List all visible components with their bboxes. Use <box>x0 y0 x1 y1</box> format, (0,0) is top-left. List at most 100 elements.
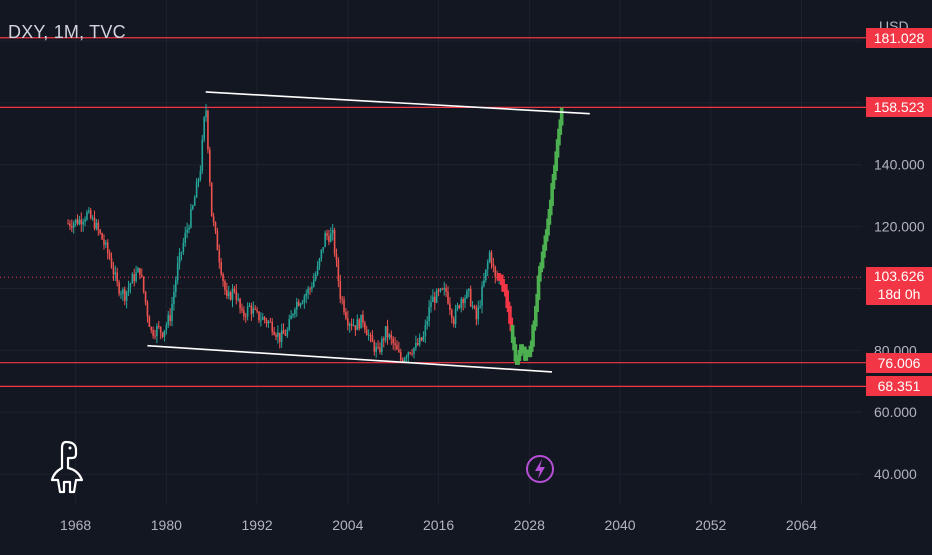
candle-body <box>222 274 224 282</box>
candle-body <box>114 272 117 275</box>
candle-body <box>167 315 170 325</box>
price-candles <box>67 103 564 365</box>
candle-body <box>286 330 289 336</box>
candle-body <box>182 242 185 253</box>
candle-body <box>486 261 489 270</box>
candle-body <box>373 342 376 352</box>
candle-body <box>241 308 243 311</box>
candle-body <box>229 292 232 300</box>
candle-body <box>456 305 459 309</box>
candle-body <box>154 335 156 337</box>
projection-candle <box>538 266 542 282</box>
candle-body <box>341 298 343 300</box>
y-tick-label: 60.000 <box>874 404 917 420</box>
candle-body <box>209 149 211 183</box>
candle-body <box>231 288 234 300</box>
candle-body <box>460 298 463 308</box>
candle-body <box>348 324 351 326</box>
projection-candle <box>550 183 554 206</box>
candle-body <box>466 290 468 298</box>
candle-body <box>127 287 130 292</box>
candle-body <box>337 260 340 281</box>
candle-body <box>367 334 370 336</box>
candle-body <box>371 335 374 343</box>
candle-body <box>267 321 270 324</box>
candle-body <box>413 347 415 354</box>
candle-body <box>175 280 177 293</box>
candle-body <box>496 276 498 278</box>
x-tick-label: 2004 <box>332 517 363 533</box>
time-axis[interactable]: 1968 1980 1992 2004 2016 2028 2040 2052 2064 <box>60 517 817 533</box>
x-tick-label: 2028 <box>514 517 545 533</box>
candle-body <box>360 314 362 329</box>
candle-body <box>116 272 119 283</box>
projection-candle <box>509 317 514 332</box>
candle-body <box>224 281 226 291</box>
candle-body <box>477 306 480 320</box>
candle-body <box>490 252 493 264</box>
level-badge-76: 76.006 <box>866 352 932 373</box>
candle-body <box>176 263 179 281</box>
candle-body <box>488 252 491 262</box>
candle-body <box>445 288 447 292</box>
candle-body <box>311 286 313 289</box>
candle-body <box>379 347 381 353</box>
candle-body <box>110 258 113 268</box>
candle-body <box>135 272 137 282</box>
candle-body <box>99 229 101 234</box>
projection-candle <box>558 119 563 135</box>
candle-body <box>320 249 323 259</box>
horizontal-levels <box>0 37 932 387</box>
candle-body <box>288 319 291 331</box>
projection-candle <box>504 284 508 297</box>
projection-candle <box>508 305 512 324</box>
candle-body <box>103 239 105 245</box>
candle-body <box>169 315 171 321</box>
candle-body <box>101 233 103 240</box>
x-tick-label: 2016 <box>423 517 454 533</box>
candle-body <box>156 325 158 336</box>
candle-body <box>273 331 275 335</box>
candle-body <box>396 344 398 350</box>
candle-body <box>173 292 175 304</box>
candle-body <box>280 330 283 343</box>
candle-body <box>235 291 238 300</box>
candle-body <box>129 283 132 288</box>
trendline <box>147 344 553 373</box>
current-price-badge: 103.626 18d 0h <box>866 267 932 306</box>
candle-body <box>123 289 126 301</box>
candle-body <box>218 250 221 263</box>
y-tick-label: 40.000 <box>874 466 917 482</box>
candle-body <box>197 179 200 183</box>
lightning-bolt-icon[interactable] <box>525 451 555 492</box>
candle-body <box>72 223 75 228</box>
candle-body <box>186 229 188 233</box>
candle-body <box>148 316 151 327</box>
candle-body <box>479 305 481 307</box>
candle-body <box>333 230 336 254</box>
candle-body <box>243 310 245 316</box>
candle-body <box>152 330 154 336</box>
candle-body <box>159 326 162 333</box>
candle-body <box>392 338 394 344</box>
candle-body <box>290 315 292 320</box>
candle-body <box>411 353 413 355</box>
candle-body <box>137 268 139 273</box>
candle-body <box>89 210 92 219</box>
candle-body <box>424 325 427 337</box>
candle-body <box>146 302 149 317</box>
candle-body <box>203 117 205 140</box>
candle-body <box>216 230 219 251</box>
symbol-title[interactable]: DXY, 1M, TVC <box>8 22 126 42</box>
candle-body <box>386 326 389 338</box>
candle-body <box>74 219 77 224</box>
dinosaur-logo-icon[interactable] <box>50 438 88 499</box>
x-tick-label: 2040 <box>604 517 635 533</box>
candle-body <box>78 219 81 225</box>
candle-body <box>180 252 183 254</box>
candle-body <box>462 298 464 304</box>
candle-body <box>252 308 255 314</box>
candle-body <box>494 266 497 277</box>
